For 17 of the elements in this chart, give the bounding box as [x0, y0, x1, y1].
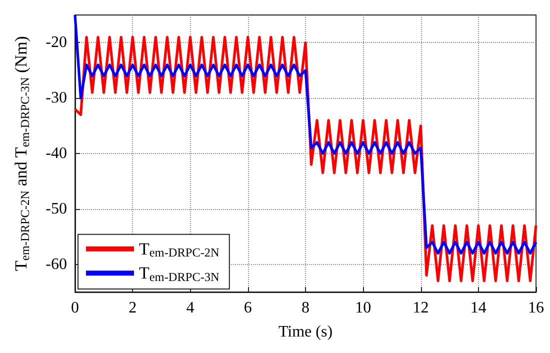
y-tick-label: -20: [46, 34, 67, 52]
x-tick-label: 6: [244, 300, 252, 316]
y-axis-title: Tem-DRPC-2N and Tem-DRPC-3N (Nm): [12, 36, 32, 271]
x-tick-label: 4: [186, 300, 194, 316]
y-tick-label: -30: [46, 90, 67, 107]
x-tick-label: 0: [71, 300, 79, 316]
x-axis-title: Time (s): [278, 324, 333, 340]
y-tick-label: -50: [46, 200, 67, 218]
x-tick-label: 12: [412, 300, 429, 316]
line-series: [74, 14, 538, 255]
y-tick-label: -40: [46, 145, 67, 162]
x-tick-label: 2: [128, 300, 137, 316]
x-tick-label: 10: [355, 300, 372, 316]
x-tick-label: 8: [302, 300, 310, 316]
x-tick-label: 14: [470, 300, 486, 316]
x-tick-label: 16: [528, 300, 544, 316]
y-tick-label: -60: [46, 256, 67, 273]
